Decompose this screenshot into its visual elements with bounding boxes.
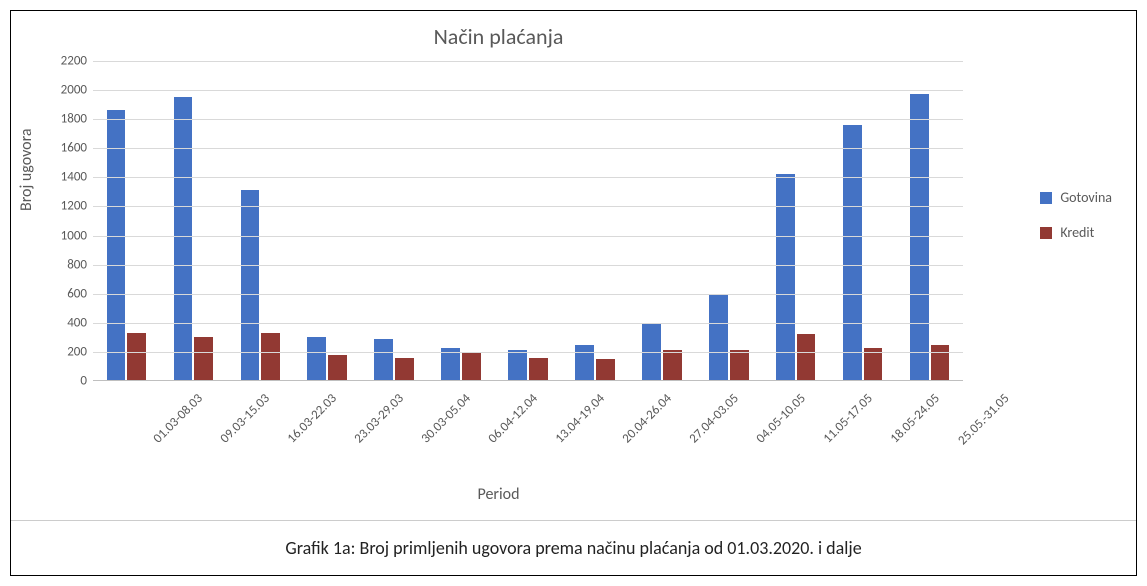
legend-label-gotovina: Gotovina: [1060, 189, 1112, 206]
bar-gotovina: [910, 94, 929, 381]
bars-layer: [93, 61, 963, 381]
grid-line: [93, 119, 963, 120]
legend-swatch-kredit: [1040, 227, 1052, 239]
y-tick-label: 1400: [61, 170, 93, 185]
bar-gotovina: [508, 350, 527, 381]
grid-line: [93, 236, 963, 237]
legend-item-gotovina: Gotovina: [1040, 189, 1112, 206]
bar-kredit: [797, 334, 816, 381]
y-axis-label: Broj ugovora: [17, 128, 36, 211]
x-tick-label: 16.03-22.03: [285, 391, 340, 446]
x-tick-label: 11.05-17.05: [820, 391, 875, 446]
x-tick-label: 01.03-08.03: [151, 391, 206, 446]
bar-kredit: [663, 350, 682, 381]
y-tick-label: 600: [67, 286, 93, 301]
bar-gotovina: [776, 174, 795, 381]
bar-gotovina: [709, 295, 728, 381]
x-tick-label: 04.05-10.05: [753, 391, 808, 446]
x-tick-label: 09.03-15.03: [218, 391, 273, 446]
grid-line: [93, 323, 963, 324]
x-tick-label: 30.03-05.04: [419, 391, 474, 446]
x-tick-label: 20.04-26.04: [619, 391, 674, 446]
grid-line: [93, 294, 963, 295]
x-tick-label: 23.03-29.03: [352, 391, 407, 446]
figure-caption: Grafik 1a: Broj primljenih ugovora prema…: [11, 521, 1136, 575]
bar-gotovina: [843, 125, 862, 381]
grid-line: [93, 352, 963, 353]
bar-kredit: [127, 333, 146, 381]
bar-kredit: [462, 353, 481, 381]
y-tick-label: 800: [67, 257, 93, 272]
grid-line: [93, 265, 963, 266]
y-tick-label: 1600: [61, 141, 93, 156]
bar-gotovina: [107, 110, 126, 381]
grid-line: [93, 177, 963, 178]
legend-label-kredit: Kredit: [1060, 224, 1094, 241]
bar-kredit: [931, 345, 950, 381]
bar-kredit: [194, 337, 213, 381]
y-tick-label: 0: [80, 374, 93, 389]
y-tick-label: 1000: [61, 228, 93, 243]
chart-panel: Način plaćanja Broj ugovora 020040060080…: [11, 11, 1136, 521]
grid-line: [93, 61, 963, 62]
x-tick-label: 13.04-19.04: [553, 391, 608, 446]
x-axis-baseline: [93, 380, 963, 381]
bar-gotovina: [575, 345, 594, 381]
bar-kredit: [529, 358, 548, 381]
y-tick-label: 400: [67, 315, 93, 330]
legend: Gotovina Kredit: [1040, 171, 1112, 259]
grid-line: [93, 90, 963, 91]
bar-kredit: [328, 355, 347, 381]
y-tick-label: 1800: [61, 112, 93, 127]
x-tick-label: 27.04-03.05: [686, 391, 741, 446]
bar-gotovina: [374, 339, 393, 381]
bar-kredit: [395, 358, 414, 381]
y-tick-label: 200: [67, 344, 93, 359]
y-tick-label: 2200: [61, 54, 93, 69]
plot-area: 0200400600800100012001400160018002000220…: [93, 61, 963, 381]
bar-gotovina: [174, 97, 193, 381]
bar-kredit: [596, 359, 615, 381]
grid-line: [93, 206, 963, 207]
chart-title: Način plaćanja: [11, 23, 986, 50]
bar-kredit: [261, 333, 280, 381]
x-tick-label: 18.05-24.05: [887, 391, 942, 446]
legend-swatch-gotovina: [1040, 192, 1052, 204]
figure-frame: Način plaćanja Broj ugovora 020040060080…: [10, 10, 1137, 576]
x-tick-label: 06.04-12.04: [486, 391, 541, 446]
x-tick-label: 25.05.-31.05: [955, 391, 1012, 448]
bar-kredit: [864, 348, 883, 381]
x-axis-label: Period: [11, 485, 986, 504]
x-tick-labels: 01.03-08.0309.03-15.0316.03-22.0323.03-2…: [93, 385, 963, 475]
y-tick-label: 2000: [61, 83, 93, 98]
bar-kredit: [730, 350, 749, 381]
grid-line: [93, 148, 963, 149]
y-tick-label: 1200: [61, 199, 93, 214]
bar-gotovina: [307, 337, 326, 381]
legend-item-kredit: Kredit: [1040, 224, 1112, 241]
